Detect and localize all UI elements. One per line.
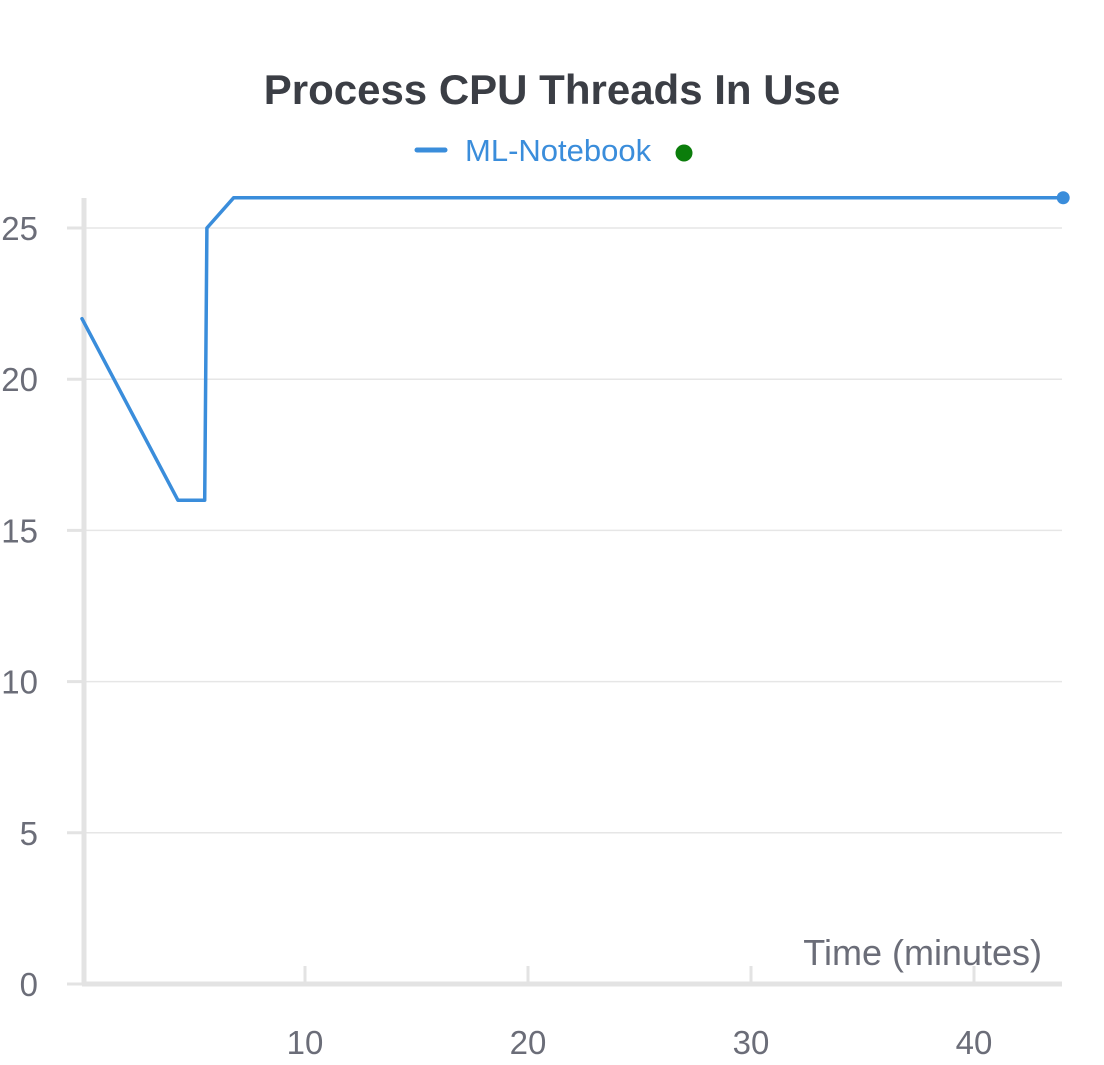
x-axis-ticks: 10 20 30 40 [287,966,993,1061]
y-axis-ticks: 0 5 10 15 20 25 [1,210,84,1003]
axes [81,198,1062,987]
x-tick-label-40: 40 [956,1024,993,1061]
series-line-ml-notebook [80,196,1065,502]
y-tick-label-0: 0 [20,966,38,1003]
x-tick-label-20: 20 [510,1024,547,1061]
grid-lines [84,227,1062,834]
y-tick-label-10: 10 [1,664,38,701]
legend[interactable]: ML-Notebook [414,133,693,168]
chart-title: Process CPU Threads In Use [264,66,841,113]
y-tick-label-5: 5 [20,815,38,852]
x-axis-title: Time (minutes) [803,932,1042,973]
y-tick-label-15: 15 [1,512,38,549]
y-tick-label-20: 20 [1,361,38,398]
x-tick-label-10: 10 [287,1024,324,1061]
series-layer [80,191,1070,502]
x-tick-label-30: 30 [733,1024,770,1061]
legend-label-ml-notebook[interactable]: ML-Notebook [465,133,652,168]
y-tick-label-25: 25 [1,210,38,247]
series-end-point-ml-notebook[interactable] [1056,191,1070,205]
legend-status-dot [675,144,693,162]
